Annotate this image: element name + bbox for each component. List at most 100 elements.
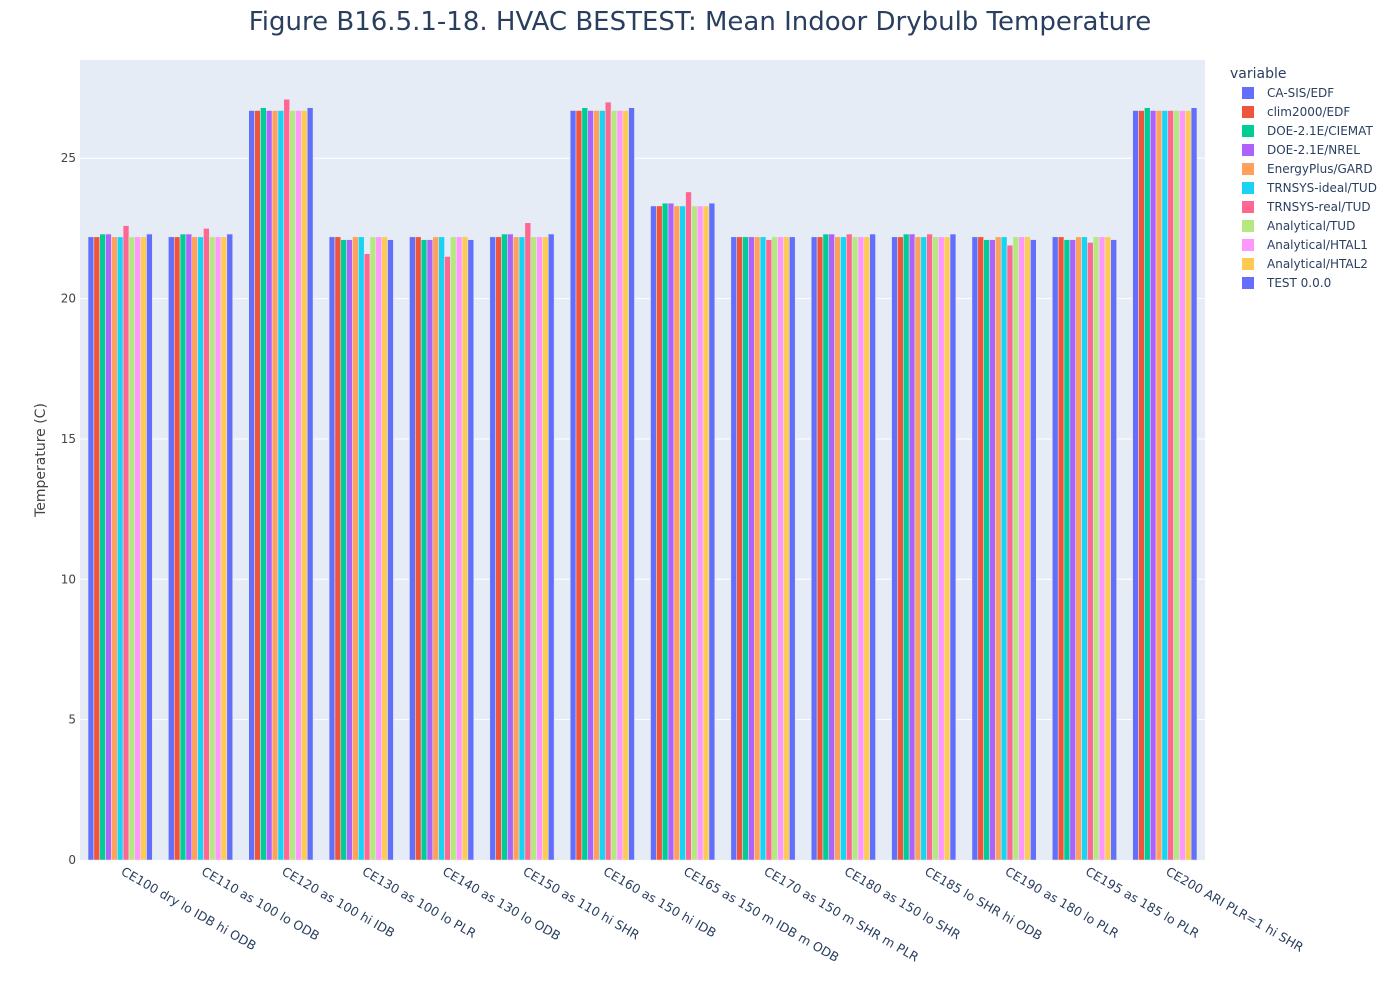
legend: variable CA-SIS/EDF clim2000/EDF DOE-2.1E/… [1230, 66, 1377, 290]
bar-CA-SIS/EDF-11 [971, 236, 979, 861]
legend-swatch [1242, 220, 1254, 232]
bar-CA-SIS/EDF-13 [1132, 110, 1139, 861]
bar-DOE-2.1E/CIEMAT-7 [661, 202, 669, 861]
legend-item-label: TRNSYS-real/TUD [1266, 200, 1371, 214]
bar-TRNSYS-real/TUD-12 [1087, 242, 1094, 861]
bar-EnergyPlus/GARD-12 [1075, 236, 1082, 861]
bar-Analytical/HTAL2-7 [702, 205, 710, 861]
bar-Analytical/TUD-10 [932, 236, 939, 861]
bar-DOE-2.1E/NREL-4 [426, 239, 434, 861]
bar-TRNSYS-real/TUD-8 [765, 239, 773, 861]
legend-item-label: Analytical/HTAL1 [1267, 238, 1368, 252]
bar-DOE-2.1E/NREL-5 [507, 233, 514, 861]
bar-EnergyPlus/GARD-11 [995, 236, 1002, 861]
bar-Analytical/TUD-2 [289, 110, 296, 861]
bar-TRNSYS-real/TUD-2 [283, 99, 290, 861]
bar-clim2000/EDF-6 [575, 110, 583, 861]
bar-TRNSYS-ideal/TUD-8 [759, 236, 767, 861]
bar-DOE-2.1E/CIEMAT-8 [742, 236, 749, 861]
bar-TRNSYS-real/TUD-4 [444, 256, 451, 861]
legend-item-label: Analytical/HTAL2 [1267, 257, 1368, 271]
bar-Analytical/HTAL1-3 [375, 236, 382, 861]
bar-clim2000/EDF-8 [736, 236, 743, 861]
bar-CA-SIS/EDF-7 [650, 205, 657, 861]
bar-TRNSYS-ideal/TUD-9 [840, 236, 847, 861]
legend-swatch [1242, 201, 1254, 213]
bar-Analytical/HTAL2-1 [220, 236, 228, 861]
bar-CA-SIS/EDF-4 [409, 236, 416, 861]
bar-TRNSYS-ideal/TUD-3 [358, 236, 365, 861]
bar-Analytical/HTAL2-11 [1024, 236, 1031, 861]
bar-DOE-2.1E/CIEMAT-11 [983, 239, 990, 861]
bar-TRNSYS-real/TUD-0 [122, 225, 130, 861]
bar-TRNSYS-ideal/TUD-2 [277, 110, 285, 861]
bar-clim2000/EDF-7 [656, 205, 663, 861]
bar-Analytical/TUD-0 [128, 236, 136, 861]
bar-Analytical/HTAL1-0 [134, 236, 141, 861]
bar-Analytical/TUD-13 [1173, 110, 1180, 861]
bar-DOE-2.1E/CIEMAT-0 [99, 233, 106, 861]
bar-Analytical/HTAL2-2 [301, 110, 308, 861]
legend-item-label: clim2000/EDF [1267, 105, 1350, 119]
bar-Analytical/HTAL2-6 [622, 110, 629, 861]
legend-item-label: CA-SIS/EDF [1267, 86, 1334, 100]
bar-Analytical/HTAL2-4 [461, 236, 469, 861]
legend-item-label: Analytical/TUD [1267, 219, 1355, 233]
bar-EnergyPlus/GARD-7 [673, 205, 681, 861]
bar-TEST 0.0.0-1 [226, 233, 233, 861]
y-tick-label: 0 [68, 853, 76, 867]
bar-TRNSYS-real/TUD-9 [846, 233, 853, 861]
bar-DOE-2.1E/NREL-11 [989, 239, 996, 861]
bar-DOE-2.1E/CIEMAT-6 [581, 107, 588, 861]
bar-TEST 0.0.0-8 [789, 236, 796, 861]
bar-Analytical/HTAL2-13 [1185, 110, 1192, 861]
bar-TRNSYS-real/TUD-10 [926, 233, 933, 861]
bar-TRNSYS-real/TUD-7 [685, 191, 692, 861]
bar-TEST 0.0.0-9 [869, 233, 876, 861]
bar-Analytical/TUD-11 [1012, 236, 1019, 861]
y-tick-label: 5 [68, 713, 76, 727]
bar-DOE-2.1E/NREL-10 [908, 233, 916, 861]
bar-TRNSYS-ideal/TUD-12 [1081, 236, 1088, 861]
bar-DOE-2.1E/NREL-2 [266, 110, 273, 861]
bar-CA-SIS/EDF-3 [328, 236, 336, 861]
bar-EnergyPlus/GARD-5 [512, 236, 520, 861]
bar-TRNSYS-ideal/TUD-1 [197, 236, 204, 861]
bar-TRNSYS-real/TUD-6 [604, 101, 612, 861]
bar-clim2000/EDF-9 [816, 236, 824, 861]
bar-Analytical/TUD-9 [851, 236, 859, 861]
bar-TEST 0.0.0-3 [387, 239, 394, 861]
bar-TEST 0.0.0-5 [548, 233, 555, 861]
bar-Analytical/HTAL2-12 [1104, 236, 1112, 861]
bar-Analytical/TUD-12 [1092, 236, 1100, 861]
bar-CA-SIS/EDF-5 [489, 236, 496, 861]
x-tick-label: CE170 as 150 m SHR m PLR [762, 864, 922, 965]
bar-Analytical/TUD-8 [771, 236, 778, 861]
bar-TRNSYS-ideal/TUD-13 [1161, 110, 1168, 861]
x-tick-label: CE165 as 150 m IDB m ODB [681, 864, 841, 965]
legend-swatch [1242, 144, 1254, 156]
bar-EnergyPlus/GARD-4 [432, 236, 439, 861]
bar-clim2000/EDF-11 [977, 236, 984, 861]
bar-Analytical/TUD-5 [530, 236, 537, 861]
legend-swatch [1242, 87, 1254, 99]
bar-Analytical/HTAL1-13 [1179, 110, 1186, 861]
bar-Analytical/HTAL1-9 [857, 236, 865, 861]
bar-clim2000/EDF-12 [1057, 236, 1065, 861]
bar-EnergyPlus/GARD-10 [914, 236, 922, 861]
bar-TRNSYS-ideal/TUD-11 [1000, 236, 1008, 861]
bar-Analytical/HTAL2-8 [783, 236, 790, 861]
bar-DOE-2.1E/NREL-12 [1069, 239, 1076, 861]
bar-TEST 0.0.0-13 [1190, 107, 1198, 861]
bar-clim2000/EDF-2 [254, 110, 261, 861]
legend-swatch [1242, 163, 1254, 175]
bar-DOE-2.1E/CIEMAT-1 [179, 233, 187, 861]
legend-swatch [1242, 182, 1254, 194]
legend-item-label: EnergyPlus/GARD [1267, 162, 1373, 176]
bar-TRNSYS-real/TUD-13 [1167, 110, 1174, 861]
bar-CA-SIS/EDF-10 [891, 236, 898, 861]
bar-TEST 0.0.0-7 [708, 202, 716, 861]
legend-item-label: DOE-2.1E/NREL [1267, 143, 1360, 157]
bar-Analytical/TUD-4 [450, 236, 457, 861]
